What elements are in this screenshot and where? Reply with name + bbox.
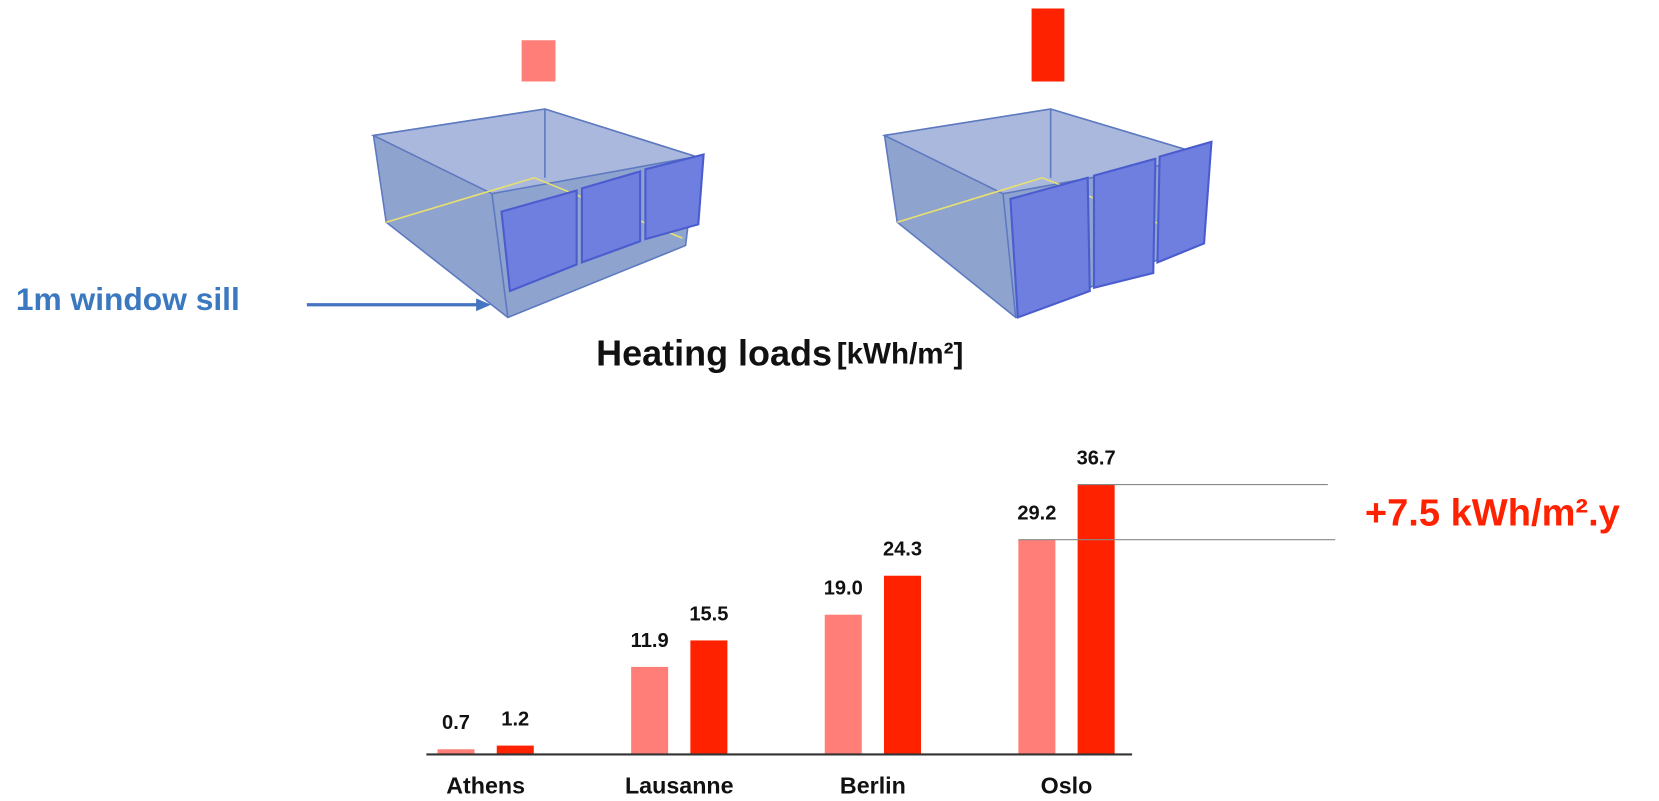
title-text: Heating loads [596,332,832,373]
value-label: 36.7 [1077,447,1116,469]
bar [690,640,727,754]
value-label: 19.0 [824,578,863,600]
value-label: 15.5 [689,603,728,625]
legend-swatch [522,40,556,81]
x-tick-label: Athens [446,772,525,798]
bar [1018,540,1055,755]
value-label: 0.7 [442,712,470,734]
room-model [885,109,1212,317]
illustrations [307,8,1212,317]
title-unit: [kWh/m²] [837,337,964,370]
value-label: 29.2 [1017,503,1056,525]
x-tick-label: Berlin [840,772,906,798]
chart: 1m window sill Heating loads [kWh/m²] +7… [0,0,1659,801]
x-tick-label: Lausanne [625,772,734,798]
value-label: 1.2 [501,709,529,731]
room-model [373,109,703,317]
bar [825,615,862,755]
bar [497,746,534,755]
page: 1m window sill Heating loads [kWh/m²] +7… [0,0,1659,801]
bar [884,576,921,755]
legend-swatch [1032,8,1065,81]
side-label: 1m window sill [16,281,240,317]
chart-title: Heating loads [kWh/m²] [596,332,963,373]
bar [1078,485,1115,755]
x-tick-label: Oslo [1041,772,1093,798]
annotation: +7.5 kWh/m².y [1365,492,1620,534]
bar [631,667,668,755]
value-label: 11.9 [631,630,669,652]
value-label: 24.3 [883,539,922,561]
